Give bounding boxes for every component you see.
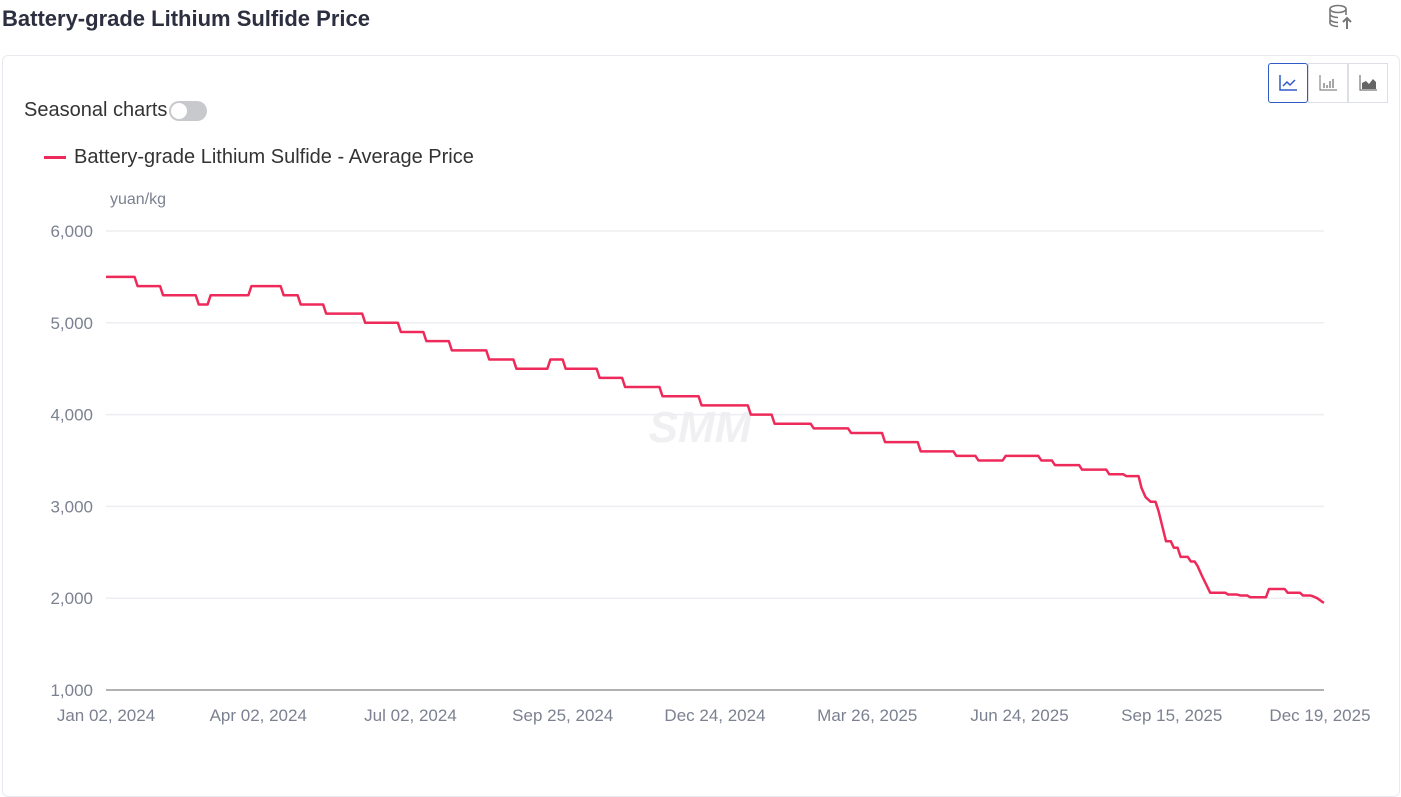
x-tick-label: Jul 02, 2024 <box>364 706 457 725</box>
seasonal-charts-label: Seasonal charts <box>24 99 168 121</box>
watermark: SMM <box>649 403 753 452</box>
y-axis-unit: yuan/kg <box>110 191 166 208</box>
y-tick-label: 3,000 <box>50 497 93 516</box>
page-title: Battery-grade Lithium Sulfide Price <box>2 6 370 31</box>
legend-swatch <box>44 156 66 159</box>
seasonal-charts-toggle[interactable] <box>169 100 208 121</box>
area-chart-icon <box>1359 75 1377 91</box>
line-chart-icon <box>1279 75 1297 91</box>
y-tick-label: 6,000 <box>50 222 93 241</box>
y-tick-label: 4,000 <box>50 406 93 425</box>
chart-type-switcher <box>1268 63 1388 103</box>
line-chart-button[interactable] <box>1268 63 1308 103</box>
database-upload-icon[interactable] <box>1326 2 1356 32</box>
x-tick-label: Dec 24, 2024 <box>664 706 765 725</box>
x-tick-label: Jun 24, 2025 <box>970 706 1068 725</box>
y-tick-label: 5,000 <box>50 314 93 333</box>
y-tick-label: 2,000 <box>50 589 93 608</box>
x-tick-label: Apr 02, 2024 <box>210 706 307 725</box>
bar-chart-button[interactable] <box>1308 63 1348 103</box>
line-chart: yuan/kg SMM 1,000 2,000 3,000 4,000 5,000 6,0… <box>50 191 1370 725</box>
price-line <box>106 275 1325 604</box>
bar-chart-icon <box>1319 75 1337 91</box>
x-tick-label: Sep 25, 2024 <box>512 706 613 725</box>
area-chart-button[interactable] <box>1348 63 1388 103</box>
legend-label: Battery-grade Lithium Sulfide - Average … <box>74 146 474 168</box>
x-tick-label: Jan 02, 2024 <box>57 706 155 725</box>
seasonal-charts-control: Seasonal charts <box>24 99 208 122</box>
x-tick-label: Mar 26, 2025 <box>817 706 917 725</box>
legend-item[interactable]: Battery-grade Lithium Sulfide - Average … <box>44 146 474 169</box>
y-tick-label: 1,000 <box>50 681 93 700</box>
x-tick-label: Sep 15, 2025 <box>1121 706 1222 725</box>
x-tick-label: Dec 19, 2025 <box>1269 706 1370 725</box>
